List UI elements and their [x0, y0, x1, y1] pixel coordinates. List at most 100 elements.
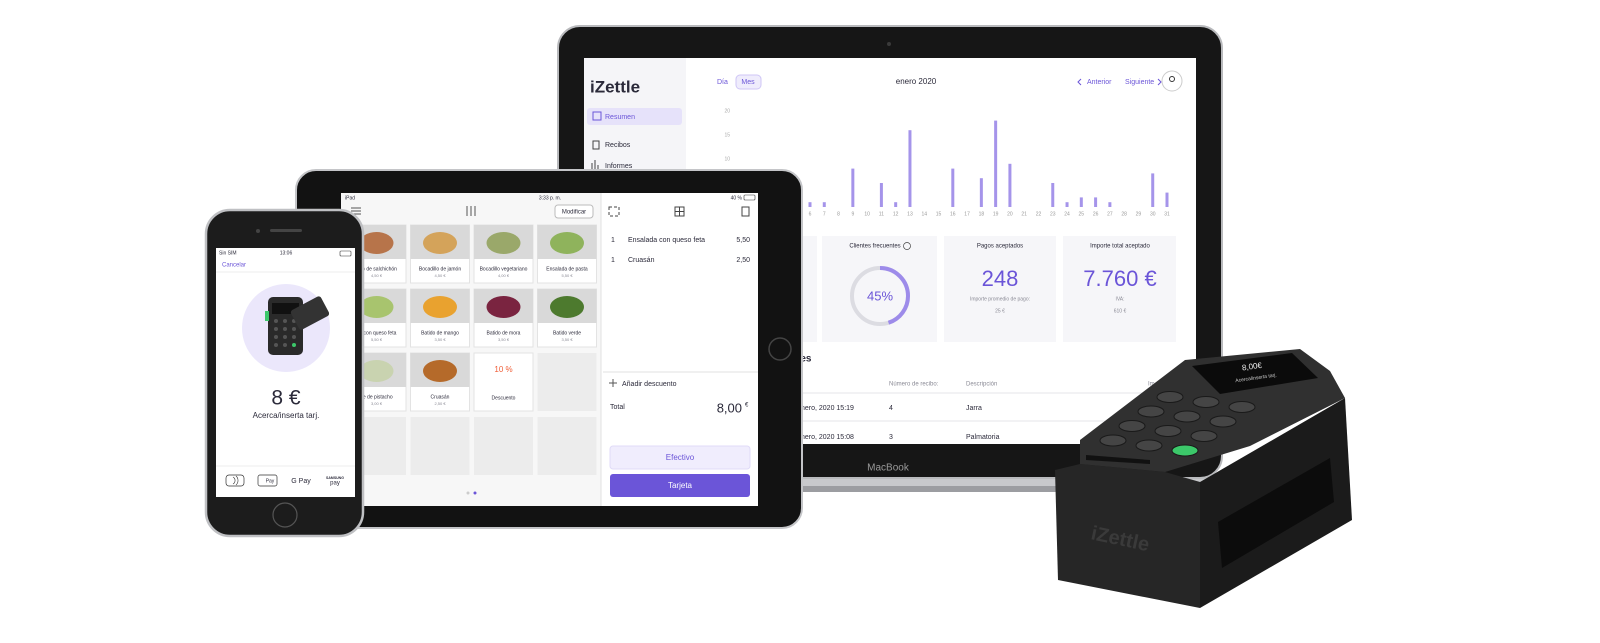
front-camera — [256, 229, 260, 233]
total-label: Total — [610, 404, 625, 411]
contactless-waves — [232, 475, 239, 486]
edit-button[interactable] — [554, 204, 594, 219]
cash-button[interactable] — [609, 445, 751, 470]
nav-item[interactable]: Resumen — [605, 114, 635, 121]
reader-key — [1156, 391, 1184, 403]
product-price: 3,50 € — [434, 337, 446, 342]
product-name: ce de pistacho — [360, 394, 392, 400]
reader-key — [1171, 444, 1199, 457]
product-price: 3,50 € — [498, 337, 510, 342]
scan-icon[interactable] — [608, 206, 620, 217]
empty-tile — [537, 417, 597, 475]
table-header: Número de recibo: — [889, 382, 939, 388]
product-food — [486, 296, 521, 318]
prev-link[interactable]: Anterior — [1087, 79, 1112, 86]
camera — [887, 42, 891, 46]
reader-key — [1192, 396, 1220, 408]
x-tick-label: 11 — [879, 211, 884, 217]
x-tick-label: 21 — [1021, 211, 1027, 217]
x-tick-label: 7 — [823, 211, 826, 217]
bar — [1165, 192, 1169, 207]
reader-illustration-screen — [272, 303, 299, 314]
table-header: Descripción — [966, 382, 997, 388]
tab[interactable]: Día — [717, 79, 728, 86]
x-tick-label: 20 — [1007, 211, 1013, 217]
trash-icon[interactable] — [741, 206, 750, 217]
nav-item[interactable]: Recibos — [605, 142, 631, 149]
reader-cutout — [1218, 458, 1334, 568]
x-tick-label: 26 — [1093, 211, 1099, 217]
battery-icon — [743, 194, 756, 201]
home-button[interactable] — [768, 337, 792, 361]
card-button[interactable] — [610, 474, 750, 497]
reader-key — [1173, 410, 1201, 423]
product-name: Batido de mango — [421, 330, 459, 336]
x-tick-label: 16 — [950, 211, 956, 217]
table-cell: 3 — [889, 434, 893, 441]
card-reader: 8,00€ Acerca/inserta tarj. iZettle — [1055, 349, 1352, 608]
page-dot — [473, 491, 477, 495]
prompt: Acerca/inserta tarj. — [253, 411, 320, 420]
x-tick-label: 13 — [907, 211, 913, 217]
y-tick-label: 10 — [724, 156, 730, 162]
next-link[interactable]: Siguiente — [1125, 79, 1154, 86]
bar — [1065, 202, 1069, 207]
cart-price: 2,50 — [736, 257, 750, 264]
logo: iZettle — [590, 77, 640, 96]
bar — [822, 202, 826, 207]
x-tick-label: 8 — [837, 211, 840, 217]
reader-key — [1209, 415, 1237, 428]
bar — [951, 168, 955, 207]
plus-icon — [609, 379, 617, 387]
x-tick-label: 25 — [1079, 211, 1085, 217]
grid-icon-lines — [675, 207, 684, 216]
x-tick-label: 23 — [1050, 211, 1056, 217]
card-title: Importe total aceptado — [1090, 244, 1150, 250]
reader-illustration-led — [265, 311, 269, 321]
product-price: 2,50 € — [434, 401, 446, 406]
status-battery: 40 % — [731, 195, 743, 201]
x-tick-label: 9 — [851, 211, 854, 217]
x-tick-label: 12 — [893, 211, 899, 217]
bar — [1008, 163, 1012, 207]
table-header: Im — [1148, 382, 1155, 388]
card-illustration — [290, 296, 330, 330]
tab[interactable]: Mes — [741, 79, 755, 86]
card-caption: Importe promedio de pago: — [970, 296, 1030, 302]
product-food — [423, 360, 457, 382]
card-value: 248 — [982, 266, 1019, 291]
nav-active — [587, 108, 682, 125]
tablet: iPad 3:33 p. m. 40 % Modificar dillo de … — [295, 169, 803, 529]
x-tick-label: 19 — [993, 211, 999, 217]
help-icon — [903, 242, 911, 250]
status-device: iPad — [345, 195, 355, 201]
cart-price: 5,50 — [736, 237, 750, 244]
bar — [808, 202, 812, 207]
nav-item[interactable]: Informes — [605, 163, 633, 170]
contactless-icon — [225, 474, 245, 487]
nav-icon — [592, 111, 602, 121]
bar — [879, 183, 883, 207]
cancel-link[interactable]: Cancelar — [222, 263, 246, 269]
bar — [1051, 183, 1055, 207]
card-title: Pagos aceptados — [977, 244, 1023, 250]
filter-icon[interactable] — [466, 206, 476, 216]
product-name: Batido verde — [553, 330, 581, 336]
empty-tile — [410, 417, 470, 475]
bar — [894, 202, 898, 207]
cart-qty: 1 — [611, 237, 615, 244]
reader-key — [1154, 425, 1182, 437]
reader-key — [1099, 434, 1127, 447]
reader-amount: 8,00€ — [1241, 361, 1263, 373]
reader-key — [1118, 420, 1146, 432]
product-food — [486, 232, 521, 254]
reader-prompt: Acerca/inserta tarj. — [1235, 372, 1277, 384]
product-price: 4,50 € — [371, 273, 383, 278]
product-name: da con queso feta — [357, 330, 397, 336]
add-discount[interactable]: Añadir descuento — [622, 381, 677, 388]
home-button[interactable] — [272, 502, 298, 528]
x-tick-label: 6 — [809, 211, 812, 217]
discount-tile[interactable] — [473, 352, 534, 412]
y-tick-label: 20 — [724, 108, 730, 114]
